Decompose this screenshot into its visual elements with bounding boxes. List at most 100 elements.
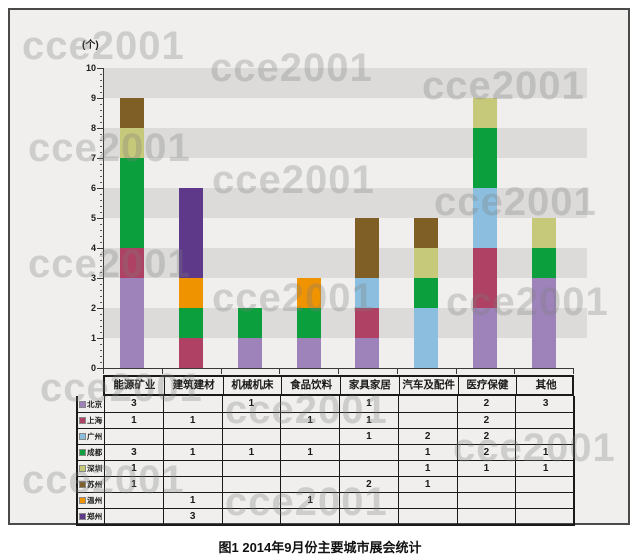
legend-cell-温州: 温州 — [78, 493, 105, 508]
y-axis-major-tick — [97, 218, 103, 219]
stacked-bar-建筑建材 — [179, 188, 204, 368]
bar-segment-广州 — [355, 278, 380, 308]
bar-segment-北京 — [472, 308, 497, 368]
table-value-cell: 3 — [164, 509, 223, 524]
y-axis-tick-label: 8 — [90, 123, 96, 133]
legend-cell-成都: 成都 — [78, 445, 105, 460]
table-column-header: 医疗保健 — [457, 377, 517, 394]
table-value-cell — [399, 396, 458, 412]
x-axis-tick — [455, 368, 457, 374]
plot-band — [103, 188, 587, 218]
x-axis-tick — [396, 368, 398, 374]
x-axis-tick — [103, 368, 104, 374]
table-value-cell — [223, 477, 282, 492]
table-row: 北京 3 1 1 2 3 — [78, 396, 573, 412]
bar-segment-成都 — [414, 278, 439, 308]
table-value-cell — [281, 509, 340, 524]
y-axis-major-tick — [97, 338, 103, 339]
bar-segment-苏州 — [355, 218, 380, 278]
table-row: 温州 1 1 — [78, 492, 573, 508]
table-value-cell: 1 — [164, 493, 223, 508]
legend-color-swatch — [79, 417, 86, 424]
table-column-header: 其他 — [516, 377, 575, 394]
legend-city-label: 广州 — [87, 432, 103, 441]
bar-segment-上海 — [355, 308, 380, 338]
bar-segment-北京 — [120, 278, 145, 368]
bar-segment-成都 — [120, 158, 145, 248]
table-value-cell: 1 — [281, 413, 340, 428]
bar-segment-成都 — [531, 248, 556, 278]
table-value-cell — [399, 509, 458, 524]
table-value-cell — [164, 461, 223, 476]
table-value-cell — [340, 445, 399, 460]
bar-segment-北京 — [531, 278, 556, 368]
bar-segment-深圳 — [472, 98, 497, 128]
table-value-cell — [516, 413, 575, 428]
plot-band — [103, 308, 587, 338]
stacked-bar-汽车及配件 — [414, 218, 439, 368]
bar-segment-成都 — [296, 308, 321, 338]
legend-color-swatch — [79, 481, 86, 488]
stacked-bar-能源矿业 — [120, 98, 145, 368]
bar-segment-北京 — [355, 338, 380, 368]
bar-segment-上海 — [179, 338, 204, 368]
x-axis-tick — [573, 368, 574, 374]
table-value-cell: 2 — [458, 429, 517, 444]
x-axis-tick — [220, 368, 222, 374]
table-value-cell — [281, 461, 340, 476]
y-axis-tick-label: 4 — [90, 243, 96, 253]
y-axis-tick-label: 0 — [90, 363, 96, 373]
bar-segment-温州 — [179, 278, 204, 308]
table-value-cell: 1 — [340, 429, 399, 444]
table-value-cell: 1 — [542, 463, 549, 474]
legend-color-swatch — [79, 433, 86, 440]
table-value-cell: 1 — [399, 445, 458, 460]
table-value-cell — [281, 429, 340, 444]
legend-cell-广州: 广州 — [78, 429, 105, 444]
table-value-cell — [105, 493, 164, 508]
table-value-cell — [516, 477, 575, 492]
bar-segment-广州 — [414, 308, 439, 368]
table-value-cell — [164, 396, 223, 412]
table-column-header: 家具家居 — [340, 377, 399, 394]
table-value-cell — [340, 493, 399, 508]
bar-segment-深圳 — [531, 218, 556, 248]
table-value-cell: 3 — [542, 398, 549, 409]
bar-segment-郑州 — [179, 188, 204, 278]
legend-cell-郑州: 郑州 — [78, 509, 105, 524]
table-value-cell: 1 — [223, 396, 282, 412]
table-value-cell: 1 — [105, 413, 164, 428]
legend-cell-苏州: 苏州 — [78, 477, 105, 492]
table-value-cell — [164, 429, 223, 444]
table-row: 广州 1 2 2 — [78, 428, 573, 444]
data-table-header-row: 能源矿业 建筑建材 机械机床 食品饮料 家具家居 汽车及配件 医疗保健 其他 — [103, 375, 574, 396]
bar-segment-苏州 — [120, 98, 145, 128]
bar-segment-北京 — [296, 338, 321, 368]
table-value-cell: 1 — [164, 445, 223, 460]
table-value-cell — [164, 477, 223, 492]
legend-city-label: 北京 — [87, 399, 103, 409]
table-value-cell — [516, 509, 575, 524]
bar-segment-成都 — [472, 128, 497, 188]
table-column-header: 食品饮料 — [281, 377, 340, 394]
table-row: 郑州 3 — [78, 508, 573, 524]
stacked-bar-食品饮料 — [296, 278, 321, 368]
table-value-cell: 1 — [458, 461, 517, 476]
bar-segment-上海 — [472, 248, 497, 308]
y-axis-tick-label: 10 — [85, 63, 96, 73]
table-value-cell: 2 — [340, 477, 399, 492]
table-value-cell — [223, 413, 282, 428]
table-value-cell: 3 — [105, 445, 164, 460]
table-row: 深圳 1 1 1 1 — [78, 460, 573, 476]
stacked-bar-其他 — [531, 218, 556, 368]
table-value-cell — [105, 429, 164, 444]
bar-segment-上海 — [120, 248, 145, 278]
legend-city-label: 温州 — [87, 496, 103, 505]
bar-segment-北京 — [237, 338, 262, 368]
table-value-cell: 1 — [281, 493, 340, 508]
x-axis-tick — [161, 368, 163, 374]
stacked-bar-家具家居 — [355, 218, 380, 368]
table-value-cell — [458, 477, 517, 492]
y-axis-line — [103, 68, 104, 369]
plot-band — [103, 248, 587, 278]
